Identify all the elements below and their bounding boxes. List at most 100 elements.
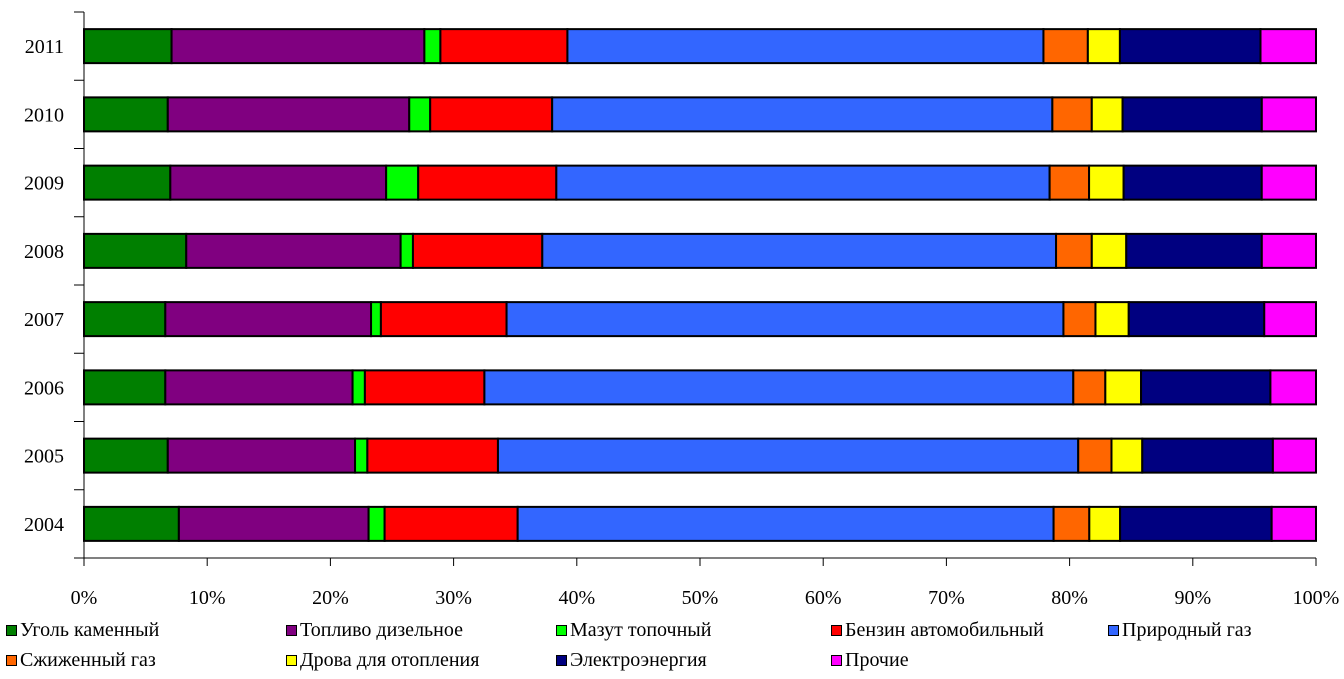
bar-segment-2010-6 xyxy=(1052,97,1091,131)
bar-segment-2008-5 xyxy=(542,234,1056,268)
y-tick-label: 2010 xyxy=(24,104,64,126)
bar-segment-2007-2 xyxy=(165,302,371,336)
legend-swatch xyxy=(556,655,567,666)
bar-segment-2004-6 xyxy=(1054,507,1090,541)
bar-segment-2008-6 xyxy=(1056,234,1092,268)
bar-segment-2008-7 xyxy=(1092,234,1126,268)
x-tick-label: 80% xyxy=(1051,587,1088,609)
y-tick-label: 2008 xyxy=(24,241,64,263)
x-tick-label: 10% xyxy=(189,587,226,609)
y-tick-label: 2007 xyxy=(24,309,64,331)
y-tick-label: 2004 xyxy=(24,514,64,536)
x-tick-label: 100% xyxy=(1293,587,1340,609)
bar-segment-2011-3 xyxy=(424,29,440,63)
bar-segment-2004-7 xyxy=(1089,507,1120,541)
bar-segment-2005-4 xyxy=(367,439,498,473)
bar-segment-2006-2 xyxy=(165,370,352,404)
axes-group xyxy=(74,12,1316,566)
bar-segment-2008-9 xyxy=(1262,234,1316,268)
bar-segment-2010-8 xyxy=(1123,97,1262,131)
bar-segment-2011-4 xyxy=(440,29,567,63)
legend-label: Прочие xyxy=(845,648,909,672)
bars-group xyxy=(84,29,1316,541)
x-tick-label: 60% xyxy=(805,587,842,609)
bar-segment-2005-7 xyxy=(1111,439,1142,473)
legend-label: Уголь каменный xyxy=(20,618,159,642)
legend-swatch xyxy=(556,625,567,636)
bar-segment-2010-4 xyxy=(430,97,552,131)
legend-item: Дрова для отопления xyxy=(286,648,479,672)
bar-segment-2007-6 xyxy=(1063,302,1095,336)
bar-segment-2010-9 xyxy=(1262,97,1316,131)
bar-segment-2005-1 xyxy=(84,439,168,473)
bar-segment-2006-5 xyxy=(484,370,1073,404)
legend-swatch xyxy=(831,655,842,666)
bar-segment-2004-2 xyxy=(179,507,369,541)
bar-segment-2007-1 xyxy=(84,302,165,336)
bar-segment-2011-2 xyxy=(172,29,425,63)
bar-segment-2009-8 xyxy=(1124,166,1262,200)
legend-item: Топливо дизельное xyxy=(286,618,463,642)
legend-item: Бензин автомобильный xyxy=(831,618,1044,642)
bar-segment-2011-8 xyxy=(1120,29,1261,63)
legend-swatch xyxy=(6,625,17,636)
bar-segment-2009-7 xyxy=(1089,166,1124,200)
bar-segment-2007-3 xyxy=(371,302,381,336)
bar-segment-2009-4 xyxy=(418,166,556,200)
bar-segment-2011-1 xyxy=(84,29,172,63)
bar-segment-2009-5 xyxy=(556,166,1049,200)
bar-segment-2007-4 xyxy=(381,302,507,336)
bar-segment-2006-3 xyxy=(353,370,365,404)
bar-segment-2010-7 xyxy=(1092,97,1123,131)
legend-label: Природный газ xyxy=(1122,618,1252,642)
bar-segment-2007-8 xyxy=(1129,302,1265,336)
bar-segment-2006-1 xyxy=(84,370,165,404)
legend-swatch xyxy=(286,625,297,636)
legend-swatch xyxy=(831,625,842,636)
legend-label: Топливо дизельное xyxy=(300,618,463,642)
bar-segment-2007-7 xyxy=(1095,302,1128,336)
bar-segment-2006-6 xyxy=(1073,370,1105,404)
legend-label: Мазут топочный xyxy=(570,618,711,642)
bar-segment-2005-3 xyxy=(355,439,367,473)
bar-segment-2010-5 xyxy=(552,97,1052,131)
bar-segment-2008-1 xyxy=(84,234,186,268)
x-tick-label: 90% xyxy=(1174,587,1211,609)
legend-item: Мазут топочный xyxy=(556,618,711,642)
x-tick-label: 40% xyxy=(558,587,595,609)
bar-segment-2008-2 xyxy=(186,234,400,268)
x-tick-labels: 0% 10% 20% 30% 40% 50% 60% 70% 80% 90% 100% xyxy=(71,587,1340,609)
legend-label: Бензин автомобильный xyxy=(845,618,1044,642)
legend-swatch xyxy=(6,655,17,666)
bar-segment-2007-5 xyxy=(507,302,1064,336)
bar-segment-2008-3 xyxy=(401,234,413,268)
bar-segment-2007-9 xyxy=(1264,302,1316,336)
bar-segment-2008-4 xyxy=(413,234,542,268)
legend: Уголь каменный Топливо дизельное Мазут топ… xyxy=(6,618,1336,678)
bar-segment-2006-7 xyxy=(1105,370,1141,404)
bar-segment-2011-9 xyxy=(1261,29,1316,63)
bar-segment-2005-9 xyxy=(1273,439,1316,473)
x-tick-label: 50% xyxy=(682,587,719,609)
bar-segment-2006-4 xyxy=(365,370,485,404)
legend-label: Электроэнергия xyxy=(570,648,707,672)
bar-segment-2009-1 xyxy=(84,166,170,200)
legend-item: Электроэнергия xyxy=(556,648,707,672)
y-tick-label: 2005 xyxy=(24,446,64,468)
bar-segment-2008-8 xyxy=(1126,234,1262,268)
bar-segment-2004-4 xyxy=(385,507,518,541)
bar-segment-2010-1 xyxy=(84,97,168,131)
bar-segment-2006-8 xyxy=(1141,370,1270,404)
bar-segment-2011-6 xyxy=(1043,29,1087,63)
legend-item: Сжиженный газ xyxy=(6,648,156,672)
legend-item: Прочие xyxy=(831,648,909,672)
legend-item: Уголь каменный xyxy=(6,618,159,642)
x-tick-label: 20% xyxy=(312,587,349,609)
legend-swatch xyxy=(286,655,297,666)
bar-segment-2009-3 xyxy=(386,166,418,200)
bar-segment-2004-5 xyxy=(518,507,1054,541)
y-tick-label: 2011 xyxy=(25,36,64,58)
bar-segment-2011-7 xyxy=(1088,29,1120,63)
bar-segment-2004-8 xyxy=(1120,507,1272,541)
y-tick-label: 2009 xyxy=(24,173,64,195)
